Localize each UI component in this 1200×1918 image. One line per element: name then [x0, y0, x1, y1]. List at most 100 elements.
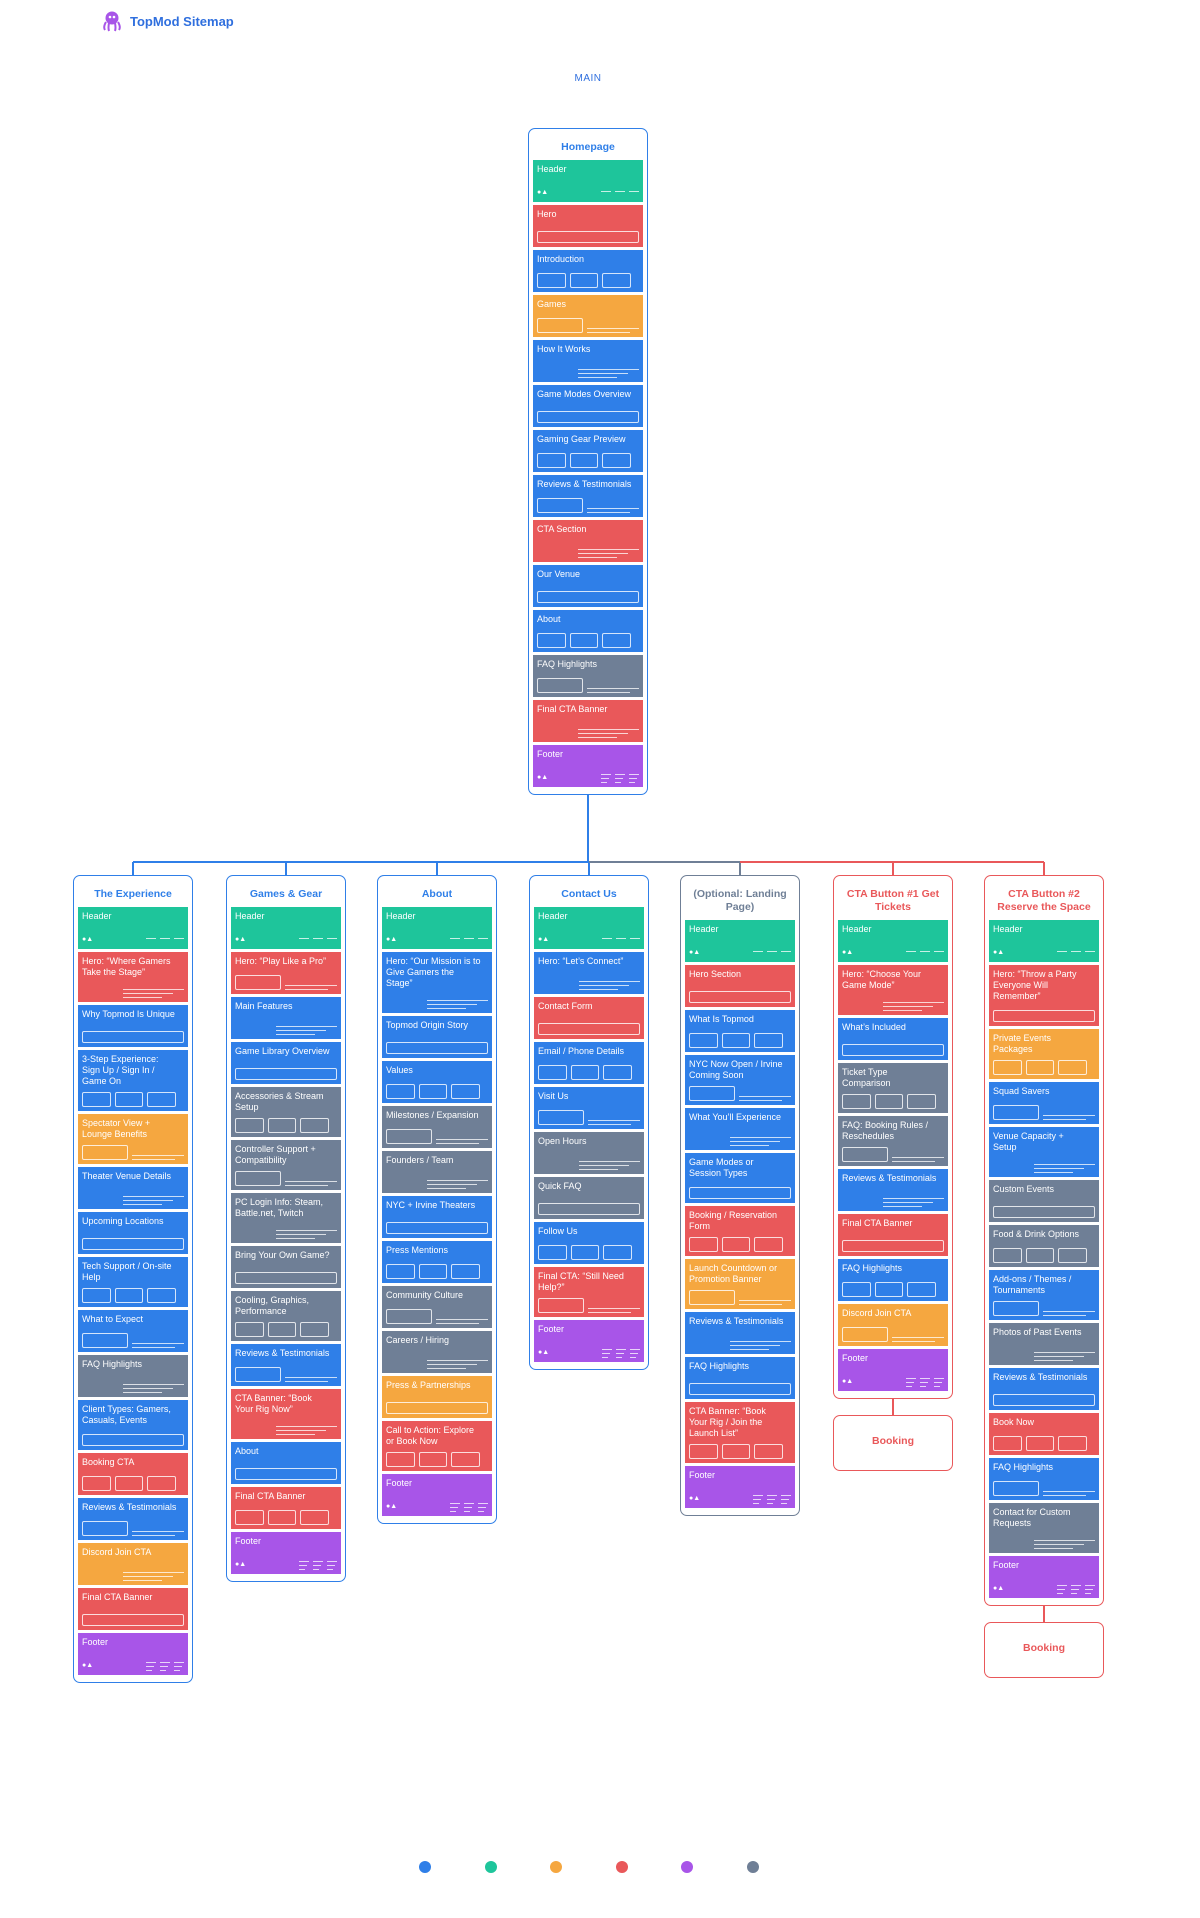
wireframe — [537, 677, 639, 693]
wire-icons: ●▲ — [538, 1349, 550, 1356]
wire-line — [174, 1661, 184, 1663]
section-label: Footer — [993, 1560, 1020, 1570]
wireframe — [235, 1268, 337, 1284]
wire-box — [754, 1444, 783, 1459]
section-label: Header — [538, 911, 568, 921]
section-label: NYC Now Open / Irvine Coming Soon — [689, 1059, 783, 1080]
wire-lines — [891, 1334, 944, 1342]
wire-line — [767, 1498, 776, 1500]
wire-box — [235, 1322, 264, 1337]
wire-line — [906, 1377, 916, 1379]
wire-dash — [313, 937, 323, 939]
wireframe — [386, 1083, 488, 1099]
section-label: Header — [235, 911, 265, 921]
wire-line — [1085, 1592, 1092, 1594]
wire-line — [586, 691, 630, 693]
wire-line — [122, 996, 162, 998]
wire-lines — [284, 1374, 337, 1382]
wireframe — [386, 1038, 488, 1054]
wire-lines — [1042, 1112, 1095, 1120]
wire-line — [275, 1433, 315, 1435]
section-label: About — [235, 1446, 259, 1456]
wire-line — [577, 556, 617, 558]
wire-dash — [934, 950, 944, 952]
page-section: Community Culture — [382, 1286, 492, 1328]
wireframe — [689, 987, 791, 1003]
page-section: Visit Us — [534, 1087, 644, 1129]
wire-dash — [753, 950, 763, 952]
wire-box — [537, 411, 639, 423]
wire-box — [1058, 1436, 1087, 1451]
section-label: PC Login Info: Steam, Battle.net, Twitch — [235, 1197, 324, 1218]
wire-line — [426, 1007, 466, 1009]
section-label: What Is Topmod — [689, 1014, 754, 1024]
wire-line — [906, 1385, 913, 1387]
wire-line — [781, 1498, 790, 1500]
wire-box — [993, 1436, 1022, 1451]
page-section: FAQ: Booking Rules / Reschedules — [838, 1116, 948, 1166]
wire-line — [146, 1661, 156, 1663]
wire-line — [882, 1205, 922, 1207]
wire-line — [934, 1381, 943, 1383]
page-section: FAQ Highlights — [533, 655, 643, 697]
wireframe — [689, 1379, 791, 1395]
page-section: Header ●▲ — [685, 920, 795, 962]
wire-box — [114, 1092, 144, 1107]
wire-line — [131, 1346, 175, 1348]
wire-line — [587, 1311, 631, 1313]
wire-lines — [630, 1346, 640, 1358]
section-label: What to Expect — [82, 1314, 144, 1324]
wire-icons: ●▲ — [235, 936, 247, 943]
section-label: Bring Your Own Game? — [235, 1250, 330, 1260]
page-section: Spectator View + Lounge Benefits — [78, 1114, 188, 1164]
booking-card: Booking — [984, 1622, 1104, 1678]
wire-box — [689, 1290, 735, 1305]
wire-box — [569, 633, 599, 648]
wire-line — [435, 1322, 479, 1324]
wireframe — [82, 1189, 184, 1205]
page-section: Reviews & Testimonials — [685, 1312, 795, 1354]
wire-line — [435, 1318, 488, 1320]
wireframe — [386, 1263, 488, 1279]
wire-lines — [616, 1346, 626, 1358]
wire-line — [146, 1665, 155, 1667]
section-label: Final CTA Banner — [82, 1592, 153, 1602]
wireframe — [537, 587, 639, 603]
page-section: Gaming Gear Preview — [533, 430, 643, 472]
wire-box — [689, 991, 791, 1003]
wire-line — [753, 1498, 762, 1500]
page-section: Final CTA Banner — [838, 1214, 948, 1256]
page-section: Open Hours — [534, 1132, 644, 1174]
wire-line — [1033, 1539, 1095, 1541]
wire-box — [300, 1510, 329, 1525]
section-label: Footer — [538, 1324, 565, 1334]
page-section: Header ●▲ — [533, 160, 643, 202]
wireframe — [993, 1157, 1095, 1173]
section-label: Controller Support + Compatibility — [235, 1144, 316, 1165]
wireframe — [689, 1236, 791, 1252]
wire-line — [122, 992, 173, 994]
wire-box — [602, 273, 631, 288]
wire-line — [602, 1352, 611, 1354]
wire-lines — [275, 1227, 337, 1239]
wire-lines — [1071, 1582, 1081, 1594]
legend-dot — [615, 1861, 628, 1873]
wire-line — [275, 1429, 326, 1431]
section-label: Hero: “Throw a Party Everyone Will Remem… — [993, 969, 1077, 1001]
wire-box — [537, 633, 566, 648]
section-label: Reviews & Testimonials — [235, 1348, 330, 1358]
wire-line — [1085, 1584, 1095, 1586]
wire-box — [569, 453, 599, 468]
wire-line — [122, 1199, 173, 1201]
wireframe — [82, 1610, 184, 1626]
page-card: Contact Us Header ●▲ Hero: “Let’s Connect” C… — [529, 875, 649, 1370]
wireframe — [235, 1064, 337, 1080]
wire-line — [882, 1001, 944, 1003]
wire-lines — [906, 1375, 916, 1387]
page-section: What’s Included — [838, 1018, 948, 1060]
page-section: Header ●▲ — [382, 907, 492, 949]
wire-icons: ●▲ — [82, 1662, 94, 1669]
wire-box — [907, 1094, 936, 1109]
wire-line — [738, 1299, 791, 1301]
page-section: Final CTA Banner — [78, 1588, 188, 1630]
